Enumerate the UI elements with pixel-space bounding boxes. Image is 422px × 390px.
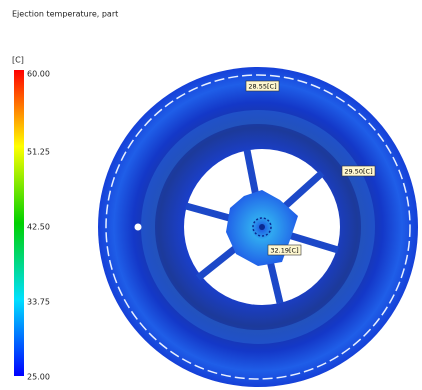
legend-tick: 60.00 <box>27 70 50 79</box>
marker-dot <box>135 224 142 231</box>
hub-center <box>259 224 265 230</box>
legend-unit: [C] <box>12 56 24 65</box>
result-view: Ejection temperature, part [C] 60.00 51.… <box>0 0 422 390</box>
annotation: 29.50[C] <box>344 168 372 176</box>
page: Ejection temperature, part [C] 60.00 51.… <box>0 0 422 390</box>
legend-tick: 33.75 <box>27 298 50 307</box>
annotation: 32.19[C] <box>270 247 298 255</box>
result-title: Ejection temperature, part <box>12 10 118 19</box>
wheel <box>98 67 418 387</box>
legend-tick: 25.00 <box>27 373 50 382</box>
legend-tick: 51.25 <box>27 148 50 157</box>
color-scale <box>14 70 24 376</box>
legend-tick: 42.50 <box>27 223 50 232</box>
annotation: 28.55[C] <box>248 83 276 91</box>
